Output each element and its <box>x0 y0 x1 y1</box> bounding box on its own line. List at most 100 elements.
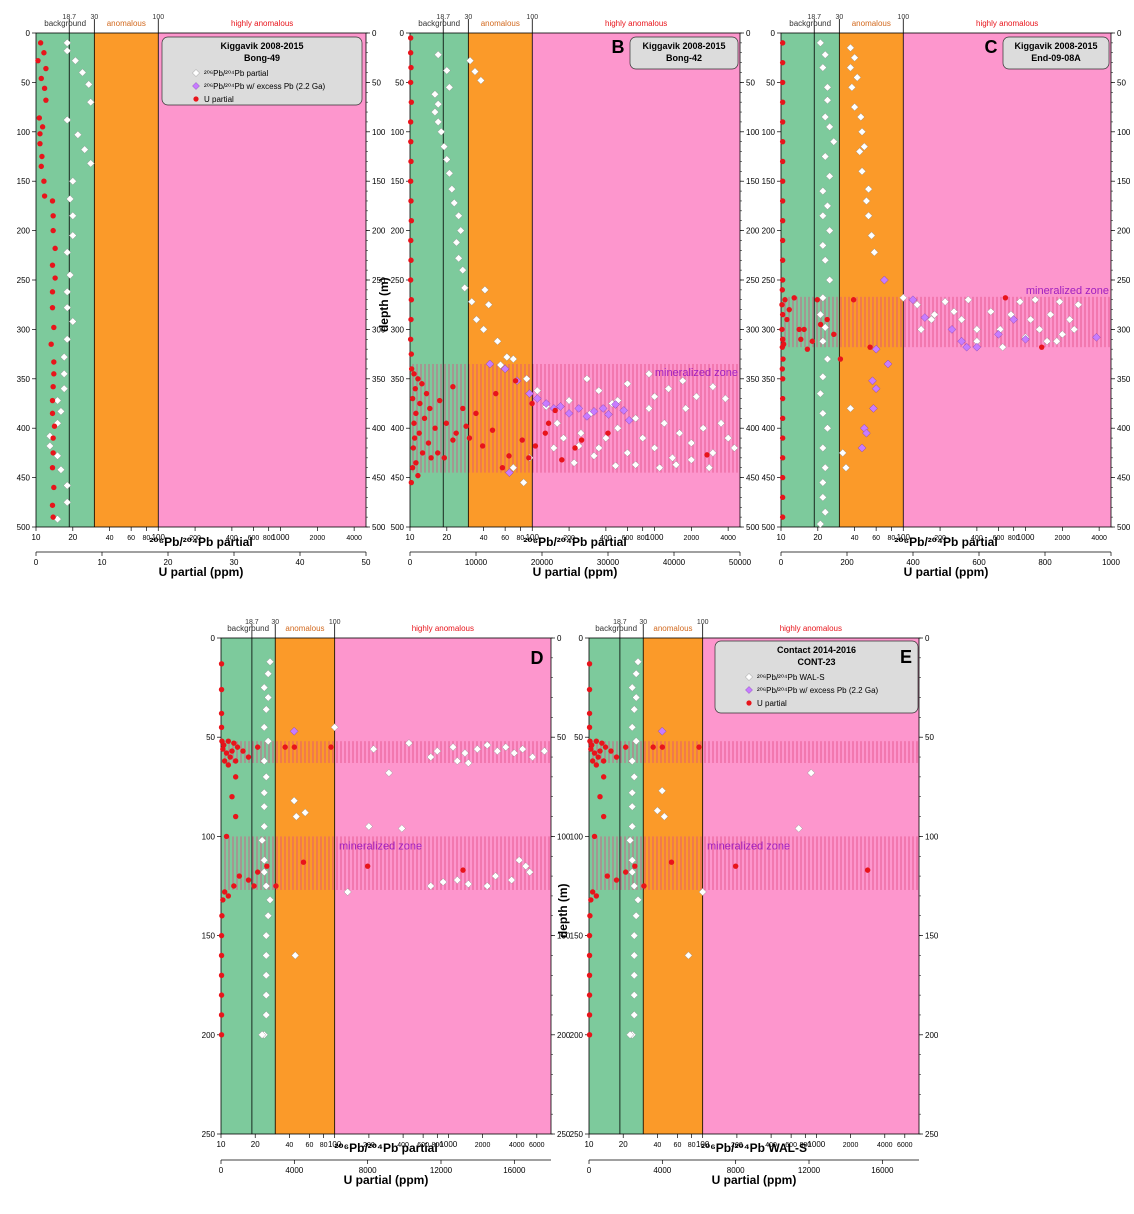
pb-partial-point <box>1055 297 1064 306</box>
pb-partial-point <box>668 453 677 462</box>
pb-partial-point <box>262 991 271 1000</box>
u-partial-point <box>599 740 605 746</box>
pb-partial-point <box>1052 337 1061 346</box>
u-partial-point <box>225 893 232 899</box>
u-partial-point <box>779 514 786 520</box>
pb-partial-point <box>434 117 443 126</box>
panel-letter: B <box>612 37 625 57</box>
pb-partial-point <box>684 951 693 960</box>
u-partial-point <box>779 198 786 204</box>
pb-partial-point <box>660 812 669 821</box>
y-tick-label: 500 <box>762 523 776 532</box>
u-partial-point <box>608 748 614 754</box>
u-partial-point <box>49 410 56 417</box>
y-tick-label: 450 <box>17 474 31 483</box>
pb-partial-point <box>434 100 443 109</box>
u-partial-point <box>245 754 252 760</box>
pb-partial-point <box>364 822 373 831</box>
u-partial-point <box>578 437 585 443</box>
pb-partial-point <box>493 747 502 756</box>
y-tick-label-right: 100 <box>372 128 386 137</box>
mineralized-zone-label: mineralized zone <box>339 840 422 852</box>
u-partial-point <box>801 326 807 333</box>
pb-partial-point <box>496 361 505 369</box>
pb-partial-point <box>632 911 641 920</box>
u-partial-point <box>453 430 459 436</box>
pb-excess-point <box>1009 315 1018 324</box>
legend-subtitle: CONT-23 <box>797 657 835 667</box>
u-tick-label: 0 <box>587 1166 592 1175</box>
u-partial-point <box>441 455 448 461</box>
u-tick-label: 30 <box>230 558 239 567</box>
pb-partial-point <box>650 444 659 452</box>
pb-partial-point <box>452 238 461 247</box>
pb-partial-point <box>479 325 488 334</box>
pb-partial-point <box>66 195 75 203</box>
pb-partial-point <box>634 657 642 666</box>
u-tick-label: 1000 <box>1102 558 1120 567</box>
pb-partial-point <box>86 98 95 107</box>
pb-partial-point <box>628 723 637 732</box>
pb-partial-point <box>483 741 492 750</box>
u-partial-point <box>613 754 620 760</box>
y-tick-label-right: 0 <box>1117 29 1122 38</box>
threshold-label: 30 <box>271 619 279 626</box>
pb-tick-label: 200 <box>563 535 575 542</box>
pb-partial-point <box>631 414 640 423</box>
u-partial-point <box>779 79 786 86</box>
y-tick-label: 200 <box>762 227 776 236</box>
pb-tick-label: 600 <box>785 1142 797 1149</box>
y-tick-label-right: 100 <box>925 832 939 841</box>
zone-label-highly-anomalous: highly anomalous <box>605 19 667 28</box>
u-partial-point <box>588 897 594 903</box>
y-tick-label-right: 500 <box>372 523 386 532</box>
u-partial-point <box>779 302 785 308</box>
u-partial-point <box>409 395 416 402</box>
pb-partial-point <box>68 231 77 240</box>
legend-entry: ²⁰⁶Pb/²⁰⁴Pb w/ excess Pb (2.2 Ga) <box>204 82 326 91</box>
u-partial-point <box>519 437 525 443</box>
legend: Kiggavik 2008-2015 Bong-49 ²⁰⁶Pb/²⁰⁴Pb par… <box>161 36 363 106</box>
y-tick-label-right: 50 <box>372 78 381 87</box>
pb-partial-point <box>724 434 733 443</box>
u-partial-point <box>782 297 788 303</box>
pb-excess-point <box>857 443 867 453</box>
u-partial-point <box>51 423 58 429</box>
zone-label-highly-anomalous: highly anomalous <box>976 19 1038 28</box>
u-partial-point <box>512 378 519 384</box>
pb-partial-point <box>708 382 717 391</box>
pb-tick-label: 100 <box>152 533 166 542</box>
pb-partial-point <box>525 868 534 877</box>
pb-partial-point <box>63 46 72 55</box>
pb-tick-label: 20 <box>442 533 451 542</box>
y-tick-label-right: 200 <box>925 1031 939 1040</box>
pb-partial-point <box>290 796 299 805</box>
pb-partial-point <box>426 882 435 890</box>
u-partial-point <box>41 50 47 56</box>
u-partial-point <box>37 40 44 46</box>
pb-excess-point <box>485 359 495 369</box>
pb-tick-label: 20 <box>68 533 77 542</box>
u-partial-point <box>273 883 279 889</box>
u-partial-point <box>43 65 49 72</box>
mineralized-zone-band <box>410 363 740 473</box>
pb-tick-label: 60 <box>674 1142 682 1149</box>
pb-excess-point <box>920 313 930 322</box>
u-tick-label: 12000 <box>430 1166 453 1175</box>
pb-partial-point <box>553 419 562 428</box>
pb-partial-point <box>63 115 72 124</box>
u-partial-point <box>415 472 421 479</box>
pb-partial-point <box>594 444 603 452</box>
u-partial-point <box>36 115 42 121</box>
y-tick-label: 250 <box>570 1130 584 1139</box>
pb-tick-label: 80 <box>320 1142 328 1149</box>
u-partial-point <box>593 762 600 768</box>
u-tick-label: 20 <box>164 558 173 567</box>
pb-excess-point <box>619 406 628 415</box>
highly-anomalous-zone <box>903 33 1111 527</box>
u-partial-point <box>526 455 532 461</box>
zone-label-highly-anomalous: highly anomalous <box>231 19 293 28</box>
u-partial-point <box>408 138 414 145</box>
threshold-label: 100 <box>526 14 538 21</box>
